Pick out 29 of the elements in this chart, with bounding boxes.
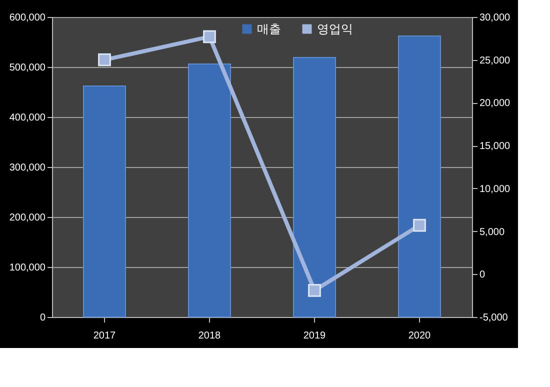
point xyxy=(308,284,321,297)
y-tick-label: 200,000 xyxy=(9,212,46,224)
y-tick-label: 300,000 xyxy=(9,162,46,174)
bar xyxy=(293,57,336,318)
bar xyxy=(398,36,441,318)
y-tick-label: 600,000 xyxy=(9,12,46,24)
y2-tick-label: 25,000 xyxy=(480,55,511,66)
y2-tick-label: 20,000 xyxy=(480,98,511,110)
y2-tick-label: 10,000 xyxy=(480,184,511,195)
y-tick-label: 500,000 xyxy=(9,62,46,74)
y-tick-label: 400,000 xyxy=(9,112,46,124)
point xyxy=(203,30,216,44)
y-tick-label: 0 xyxy=(40,312,46,324)
y2-tick-label: 5,000 xyxy=(480,226,505,238)
point xyxy=(413,218,426,232)
y2-tick-label: 15,000 xyxy=(480,141,511,152)
x-tick-label: 2019 xyxy=(303,330,326,342)
y2-tick-label: 0 xyxy=(480,270,486,281)
bar xyxy=(83,86,126,318)
x-tick-label: 2020 xyxy=(408,330,432,342)
x-tick-label: 2018 xyxy=(198,330,222,342)
bar xyxy=(188,64,231,318)
point xyxy=(98,53,111,66)
y2-tick-label: 30,000 xyxy=(480,12,511,24)
legend-label: 영업익 xyxy=(317,22,353,36)
x-tick-label: 2017 xyxy=(93,330,116,342)
y-tick-label: 100,000 xyxy=(9,262,46,274)
legend-label: 매출 xyxy=(257,22,281,36)
y2-tick-label: -5,000 xyxy=(480,312,508,324)
